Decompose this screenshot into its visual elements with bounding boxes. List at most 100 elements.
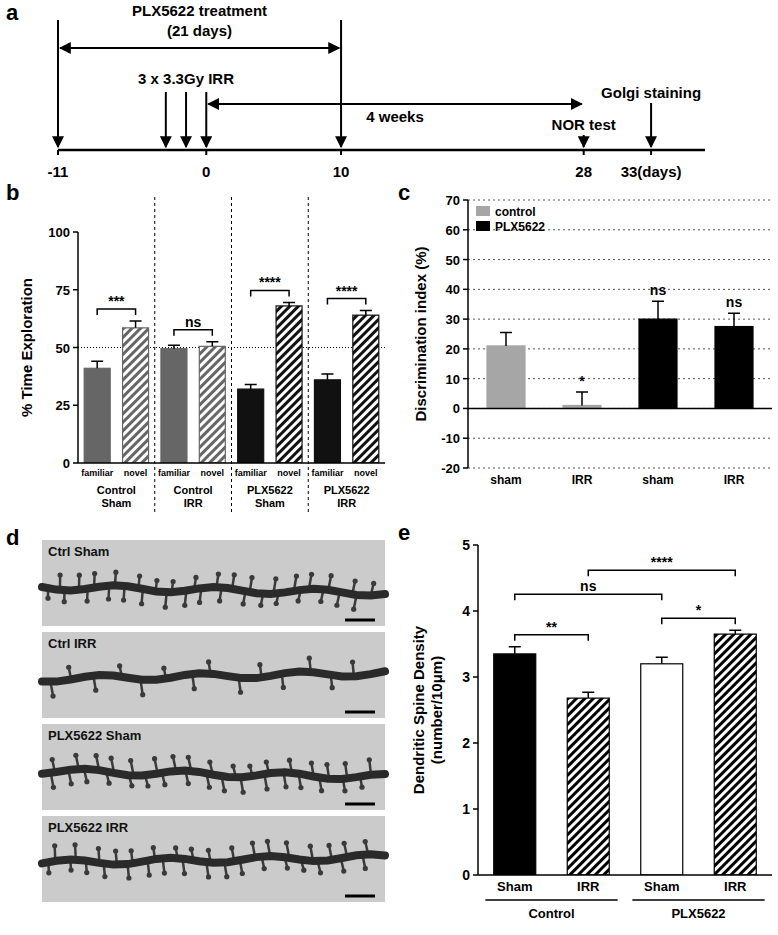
spine-head [170,754,175,759]
error-bar [91,361,103,368]
x-tick-label: novel [201,468,225,478]
comparison-bracket [515,635,589,641]
bar [84,368,110,463]
timeline-tick-label: -11 [48,163,69,180]
micrograph-background [42,816,385,902]
chart-0: 0255075100familiarnovelfamiliarnovelfami… [18,197,385,515]
grid-line [468,319,772,320]
spine-head [193,575,198,580]
spine-head [247,763,252,768]
group-label: PLX5622 [671,906,725,921]
error-bar [168,345,180,348]
panel-letter: b [6,180,19,205]
error-bar [729,630,741,634]
dendrite [42,769,385,779]
group-label: PLX5622 [247,484,293,496]
y-tick-label: 0 [63,456,70,471]
comparison-bracket [174,330,212,336]
y-tick-label: 4 [462,603,470,619]
spine-head [350,659,355,664]
spine-head [343,761,348,766]
chart-1: -20-10010203040506070shamIRRshamIRRDiscr… [412,193,772,487]
y-axis-label: (number/10μm) [428,656,445,764]
timeline-tick [583,150,585,155]
significance-label: ns [185,314,202,330]
y-tick [463,259,468,261]
spine-head [334,603,339,608]
scale-bar [345,619,375,622]
significance-label: * [696,602,702,618]
significance-label: ns [650,282,667,298]
spine-head [161,666,166,671]
interval-label: 4 weeks [366,108,424,125]
group-label: Control [174,484,213,496]
significance-label: *** [108,293,125,309]
spine-head [264,759,269,764]
error-bar [130,321,142,328]
spine-head [50,757,55,762]
event-label: Golgi staining [601,84,701,101]
event-arrow [650,103,652,147]
spine-head [363,866,368,871]
panel-letter: e [398,520,410,545]
x-axis [478,874,772,876]
spine-head [117,663,122,668]
group-label: IRR [184,497,203,509]
spine-head [262,866,267,871]
spine-head [46,870,51,875]
scale-bar [345,803,375,806]
micrograph-background [42,540,385,626]
spine-head [128,758,133,763]
spine-head [52,843,57,848]
spine-head [182,603,187,608]
significance-label: ns [580,578,597,594]
spine-head [66,665,71,670]
spine-head [186,755,191,760]
irradiation-arrow [185,92,187,147]
bar [714,634,756,875]
spine-head [324,762,329,767]
spine-head [129,848,134,853]
spine-head [351,607,356,612]
bars [487,301,753,408]
y-axis [467,200,469,468]
chart-2: 012345ShamIRRShamIRRDendritic Spine Dens… [410,537,772,921]
significance-label: **** [651,554,673,570]
spine-head [285,865,290,870]
error-bar [582,692,594,698]
treatment-start [57,20,59,147]
x-tick-label: familiar [235,468,268,478]
bar [639,319,677,408]
y-tick [463,229,468,231]
error-bar [360,311,372,316]
spine-head [171,579,176,584]
grid-line [468,468,772,469]
group-line [632,899,764,901]
y-tick-label: 3 [462,669,470,685]
error-bar [283,302,295,305]
bar [238,389,264,463]
x-tick-label: IRR [577,879,600,894]
spine-head [240,871,245,876]
spine-head [62,599,67,604]
y-tick-label: 60 [446,223,460,238]
spine-head [96,846,101,851]
bar [276,306,302,463]
timeline-tick-label: 0 [202,163,210,180]
dendrite [42,671,385,681]
x-tick-label: IRR [724,473,745,487]
spine-head [73,753,78,758]
bar [199,346,225,463]
y-tick-label: -10 [441,431,460,446]
error-bar [728,313,740,326]
panel-letter: d [6,525,19,550]
legend-label: PLX5622 [495,220,545,234]
spine-head [274,601,279,606]
micrograph-background [42,724,385,810]
spine-head [341,868,346,873]
spine-head [106,781,111,786]
y-tick [73,347,78,349]
spine-head [77,573,82,578]
micrograph-label: Ctrl IRR [48,636,97,651]
x-axis [468,408,772,410]
